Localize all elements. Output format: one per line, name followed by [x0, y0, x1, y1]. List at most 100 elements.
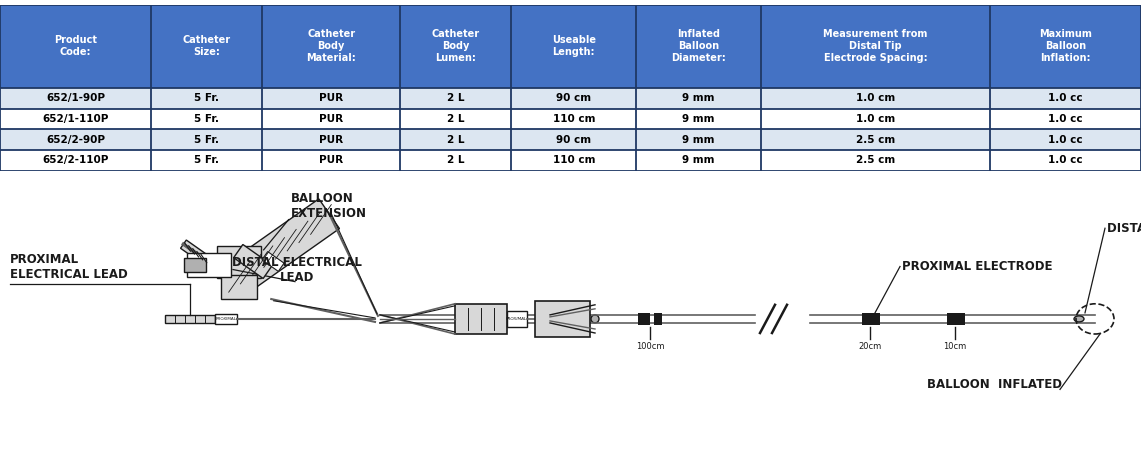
Polygon shape [221, 275, 257, 300]
Text: PUR: PUR [319, 93, 343, 103]
Bar [0, 88, 151, 109]
Bar [262, 129, 400, 150]
Polygon shape [180, 240, 235, 283]
Text: 2 L: 2 L [447, 155, 464, 165]
Text: 90 cm: 90 cm [556, 93, 591, 103]
Bar [0, 5, 151, 88]
Bar [0, 150, 151, 171]
Polygon shape [262, 252, 284, 271]
Bar [636, 5, 761, 88]
Bar [0, 109, 151, 129]
Bar [0, 129, 151, 150]
Bar [151, 150, 262, 171]
Text: 1.0 cm: 1.0 cm [856, 93, 895, 103]
Text: 1.0 cc: 1.0 cc [1049, 114, 1083, 124]
Bar [151, 109, 262, 129]
Text: Inflated
Balloon
Diameter:: Inflated Balloon Diameter: [671, 29, 726, 63]
Text: 1.0 cc: 1.0 cc [1049, 155, 1083, 165]
Text: 2 L: 2 L [447, 135, 464, 145]
Bar [151, 129, 262, 150]
Text: 652/2-90P: 652/2-90P [46, 135, 105, 145]
Bar [400, 150, 511, 171]
Text: Catheter
Body
Material:: Catheter Body Material: [306, 29, 356, 63]
Text: 2.5 cm: 2.5 cm [856, 135, 895, 145]
Bar [761, 129, 990, 150]
Ellipse shape [591, 315, 599, 323]
Bar [507, 311, 527, 327]
Text: 20cm: 20cm [858, 342, 882, 351]
Text: 5 Fr.: 5 Fr. [194, 135, 219, 145]
Text: Measurement from
Distal Tip
Electrode Spacing:: Measurement from Distal Tip Electrode Sp… [824, 29, 928, 63]
Text: 100cm: 100cm [636, 342, 664, 351]
Polygon shape [187, 253, 230, 277]
Text: 652/1-110P: 652/1-110P [42, 114, 108, 124]
Bar [990, 150, 1141, 171]
Text: 9 mm: 9 mm [682, 93, 714, 103]
Text: Catheter
Body
Lumen:: Catheter Body Lumen: [431, 29, 480, 63]
Text: Useable
Length:: Useable Length: [552, 35, 596, 57]
Bar [511, 5, 636, 88]
Bar [761, 88, 990, 109]
Text: 652/1-90P: 652/1-90P [46, 93, 105, 103]
Bar [400, 88, 511, 109]
Text: PUR: PUR [319, 135, 343, 145]
Bar [990, 5, 1141, 88]
Bar [262, 109, 400, 129]
Text: 10cm: 10cm [944, 342, 966, 351]
Text: PROXIMAL ELECTRODE: PROXIMAL ELECTRODE [903, 260, 1052, 273]
Bar [990, 129, 1141, 150]
Bar [861, 313, 880, 325]
Text: 5 Fr.: 5 Fr. [194, 155, 219, 165]
Text: BALLOON
EXTENSION: BALLOON EXTENSION [291, 192, 366, 219]
Text: 5 Fr.: 5 Fr. [194, 93, 219, 103]
Ellipse shape [1074, 316, 1084, 322]
Bar [400, 5, 511, 88]
Text: PROXIMAL: PROXIMAL [507, 317, 527, 321]
Polygon shape [220, 199, 340, 298]
Text: 1.0 cc: 1.0 cc [1049, 93, 1083, 103]
Text: DISTAL CAP ELECTRODE: DISTAL CAP ELECTRODE [1107, 222, 1141, 235]
Bar [215, 314, 237, 324]
Bar [165, 315, 215, 323]
Text: 2 L: 2 L [447, 114, 464, 124]
Text: DISTAL ELECTRICAL
LEAD: DISTAL ELECTRICAL LEAD [232, 256, 362, 284]
Text: 652/2-110P: 652/2-110P [42, 155, 108, 165]
Bar [151, 88, 262, 109]
Bar [262, 5, 400, 88]
Bar [262, 88, 400, 109]
Bar [511, 150, 636, 171]
Text: 9 mm: 9 mm [682, 114, 714, 124]
Text: Maximum
Balloon
Inflation:: Maximum Balloon Inflation: [1039, 29, 1092, 63]
Bar [455, 304, 507, 334]
Bar [761, 150, 990, 171]
Bar [511, 88, 636, 109]
Polygon shape [217, 246, 261, 278]
Bar [636, 129, 761, 150]
Bar [761, 5, 990, 88]
Text: PUR: PUR [319, 114, 343, 124]
Bar [761, 109, 990, 129]
Bar [262, 150, 400, 171]
Bar [654, 313, 662, 325]
Bar [400, 129, 511, 150]
Text: 9 mm: 9 mm [682, 135, 714, 145]
Text: Catheter
Size:: Catheter Size: [183, 35, 230, 57]
Bar [511, 129, 636, 150]
Text: 110 cm: 110 cm [552, 114, 594, 124]
Text: 1.0 cm: 1.0 cm [856, 114, 895, 124]
Polygon shape [234, 244, 273, 278]
Text: PUR: PUR [319, 155, 343, 165]
Text: PROXIMAL: PROXIMAL [216, 317, 236, 321]
Text: BALLOON  INFLATED: BALLOON INFLATED [926, 379, 1062, 391]
Text: 90 cm: 90 cm [556, 135, 591, 145]
Bar [636, 150, 761, 171]
Text: 5 Fr.: 5 Fr. [194, 114, 219, 124]
Bar [151, 5, 262, 88]
Bar [636, 109, 761, 129]
Bar [990, 88, 1141, 109]
Bar [184, 258, 207, 272]
Text: Product
Code:: Product Code: [54, 35, 97, 57]
Bar [638, 313, 650, 325]
Text: 2 L: 2 L [447, 93, 464, 103]
Bar [511, 109, 636, 129]
